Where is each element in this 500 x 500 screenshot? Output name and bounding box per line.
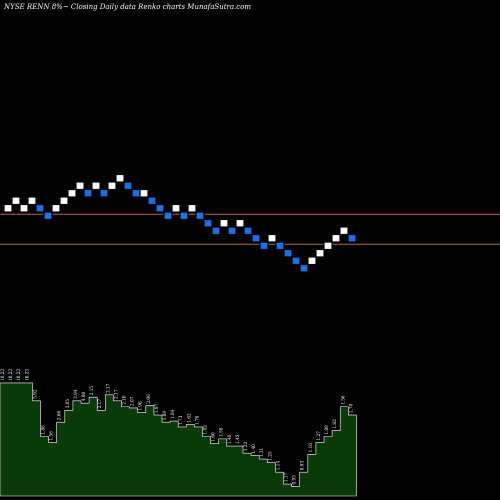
renko-brick-14 (115, 173, 125, 183)
volume-label-33: 1.25 (267, 451, 272, 461)
volume-area (0, 382, 357, 497)
renko-bricks (3, 173, 357, 273)
volume-label-38: 1.16 (308, 443, 313, 453)
renko-brick-43 (347, 233, 357, 243)
volume-label-23: 1.62 (186, 413, 191, 423)
volume-label-0: 10.23 (0, 369, 5, 381)
volume-label-43: 1.70 (348, 403, 353, 413)
volume-label-20: 1.89 (162, 411, 167, 421)
volume-label-40: 1.89 (324, 425, 329, 435)
renko-brick-10 (83, 188, 93, 198)
volume-labels: 10.23 10.23 10.23 10.235.921.861.562.663.05… (0, 369, 353, 485)
renko-brick-8 (67, 188, 77, 198)
volume-label-2: 10.23 (16, 369, 21, 381)
volume-label-9: 3.94 (73, 389, 78, 399)
volume-label-24: 1.76 (194, 415, 199, 425)
renko-brick-31 (251, 233, 261, 243)
volume-label-11: 2.15 (89, 386, 94, 396)
renko-brick-5 (43, 211, 53, 221)
volume-label-4: 5.92 (32, 389, 37, 399)
volume-label-25: 1.82 (203, 425, 208, 435)
volume-label-31: 1.40 (251, 444, 256, 454)
renko-brick-20 (163, 211, 173, 221)
renko-brick-16 (131, 188, 141, 198)
volume-label-18: 2.06 (146, 394, 151, 404)
renko-brick-41 (331, 233, 341, 243)
renko-brick-23 (187, 203, 197, 213)
volume-label-14: 2.17 (113, 389, 118, 399)
renko-brick-27 (219, 218, 229, 228)
volume-label-41: 1.82 (332, 419, 337, 429)
renko-brick-35 (283, 248, 293, 258)
renko-brick-38 (307, 256, 317, 266)
renko-brick-24 (195, 211, 205, 221)
renko-brick-26 (211, 226, 221, 236)
renko-brick-39 (315, 248, 325, 258)
renko-brick-40 (323, 241, 333, 251)
renko-brick-12 (99, 188, 109, 198)
volume-label-28: 1.40 (227, 434, 232, 444)
volume-label-3: 10.23 (24, 369, 29, 381)
volume-label-1: 10.23 (8, 369, 13, 381)
volume-label-39: 1.27 (316, 431, 321, 441)
renko-brick-2 (19, 203, 29, 213)
volume-label-17: 1.96 (138, 401, 143, 411)
renko-brick-22 (179, 211, 189, 221)
renko-brick-15 (123, 181, 133, 191)
renko-brick-4 (35, 203, 45, 213)
volume-label-15: 2.10 (122, 395, 127, 405)
volume-label-13: 2.17 (105, 383, 110, 393)
volume-label-5: 1.86 (41, 425, 46, 435)
renko-brick-6 (51, 203, 61, 213)
volume-label-34: 1.14 (275, 461, 280, 471)
volume-label-37: 0.93 (300, 461, 305, 471)
renko-brick-11 (91, 181, 101, 191)
volume-label-30: 1.22 (243, 442, 248, 452)
volume-label-27: 1.58 (219, 427, 224, 437)
volume-area-path (0, 382, 357, 497)
renko-brick-19 (155, 203, 165, 213)
volume-label-19: 1.97 (154, 403, 159, 413)
chart-title: NYSE RENN 8%~ Closing Daily data Renko c… (3, 3, 251, 11)
renko-brick-9 (75, 181, 85, 191)
renko-brick-30 (243, 226, 253, 236)
volume-label-26: 1.60 (211, 432, 216, 442)
reference-lines (0, 213, 500, 245)
renko-brick-29 (235, 218, 245, 228)
volume-label-35: 1.17 (284, 472, 289, 482)
renko-brick-34 (275, 241, 285, 251)
renko-brick-17 (139, 188, 149, 198)
volume-label-21: 1.84 (170, 409, 175, 419)
volume-label-8: 3.05 (65, 399, 70, 409)
renko-brick-33 (267, 233, 277, 243)
volume-label-6: 1.56 (49, 431, 54, 441)
volume-label-16: 2.07 (130, 396, 135, 406)
renko-brick-7 (59, 196, 69, 206)
renko-brick-18 (147, 196, 157, 206)
renko-brick-25 (203, 218, 213, 228)
renko-brick-42 (339, 226, 349, 236)
volume-label-29: 1.45 (235, 434, 240, 444)
renko-brick-32 (259, 241, 269, 251)
renko-brick-28 (227, 226, 237, 236)
renko-brick-36 (291, 256, 301, 266)
volume-label-36: 0.93 (292, 475, 297, 485)
renko-brick-37 (299, 263, 309, 273)
volume-label-7: 2.66 (57, 411, 62, 421)
volume-label-22: 1.73 (178, 415, 183, 425)
volume-label-10: 4.00 (81, 392, 86, 402)
renko-brick-1 (11, 196, 21, 206)
renko-brick-13 (107, 181, 117, 191)
volume-label-42: 1.56 (340, 395, 345, 405)
volume-label-12: 2.17 (97, 399, 102, 409)
renko-brick-21 (171, 203, 181, 213)
renko-brick-0 (3, 203, 13, 213)
volume-label-32: 1.31 (259, 447, 264, 457)
renko-brick-3 (27, 196, 37, 206)
